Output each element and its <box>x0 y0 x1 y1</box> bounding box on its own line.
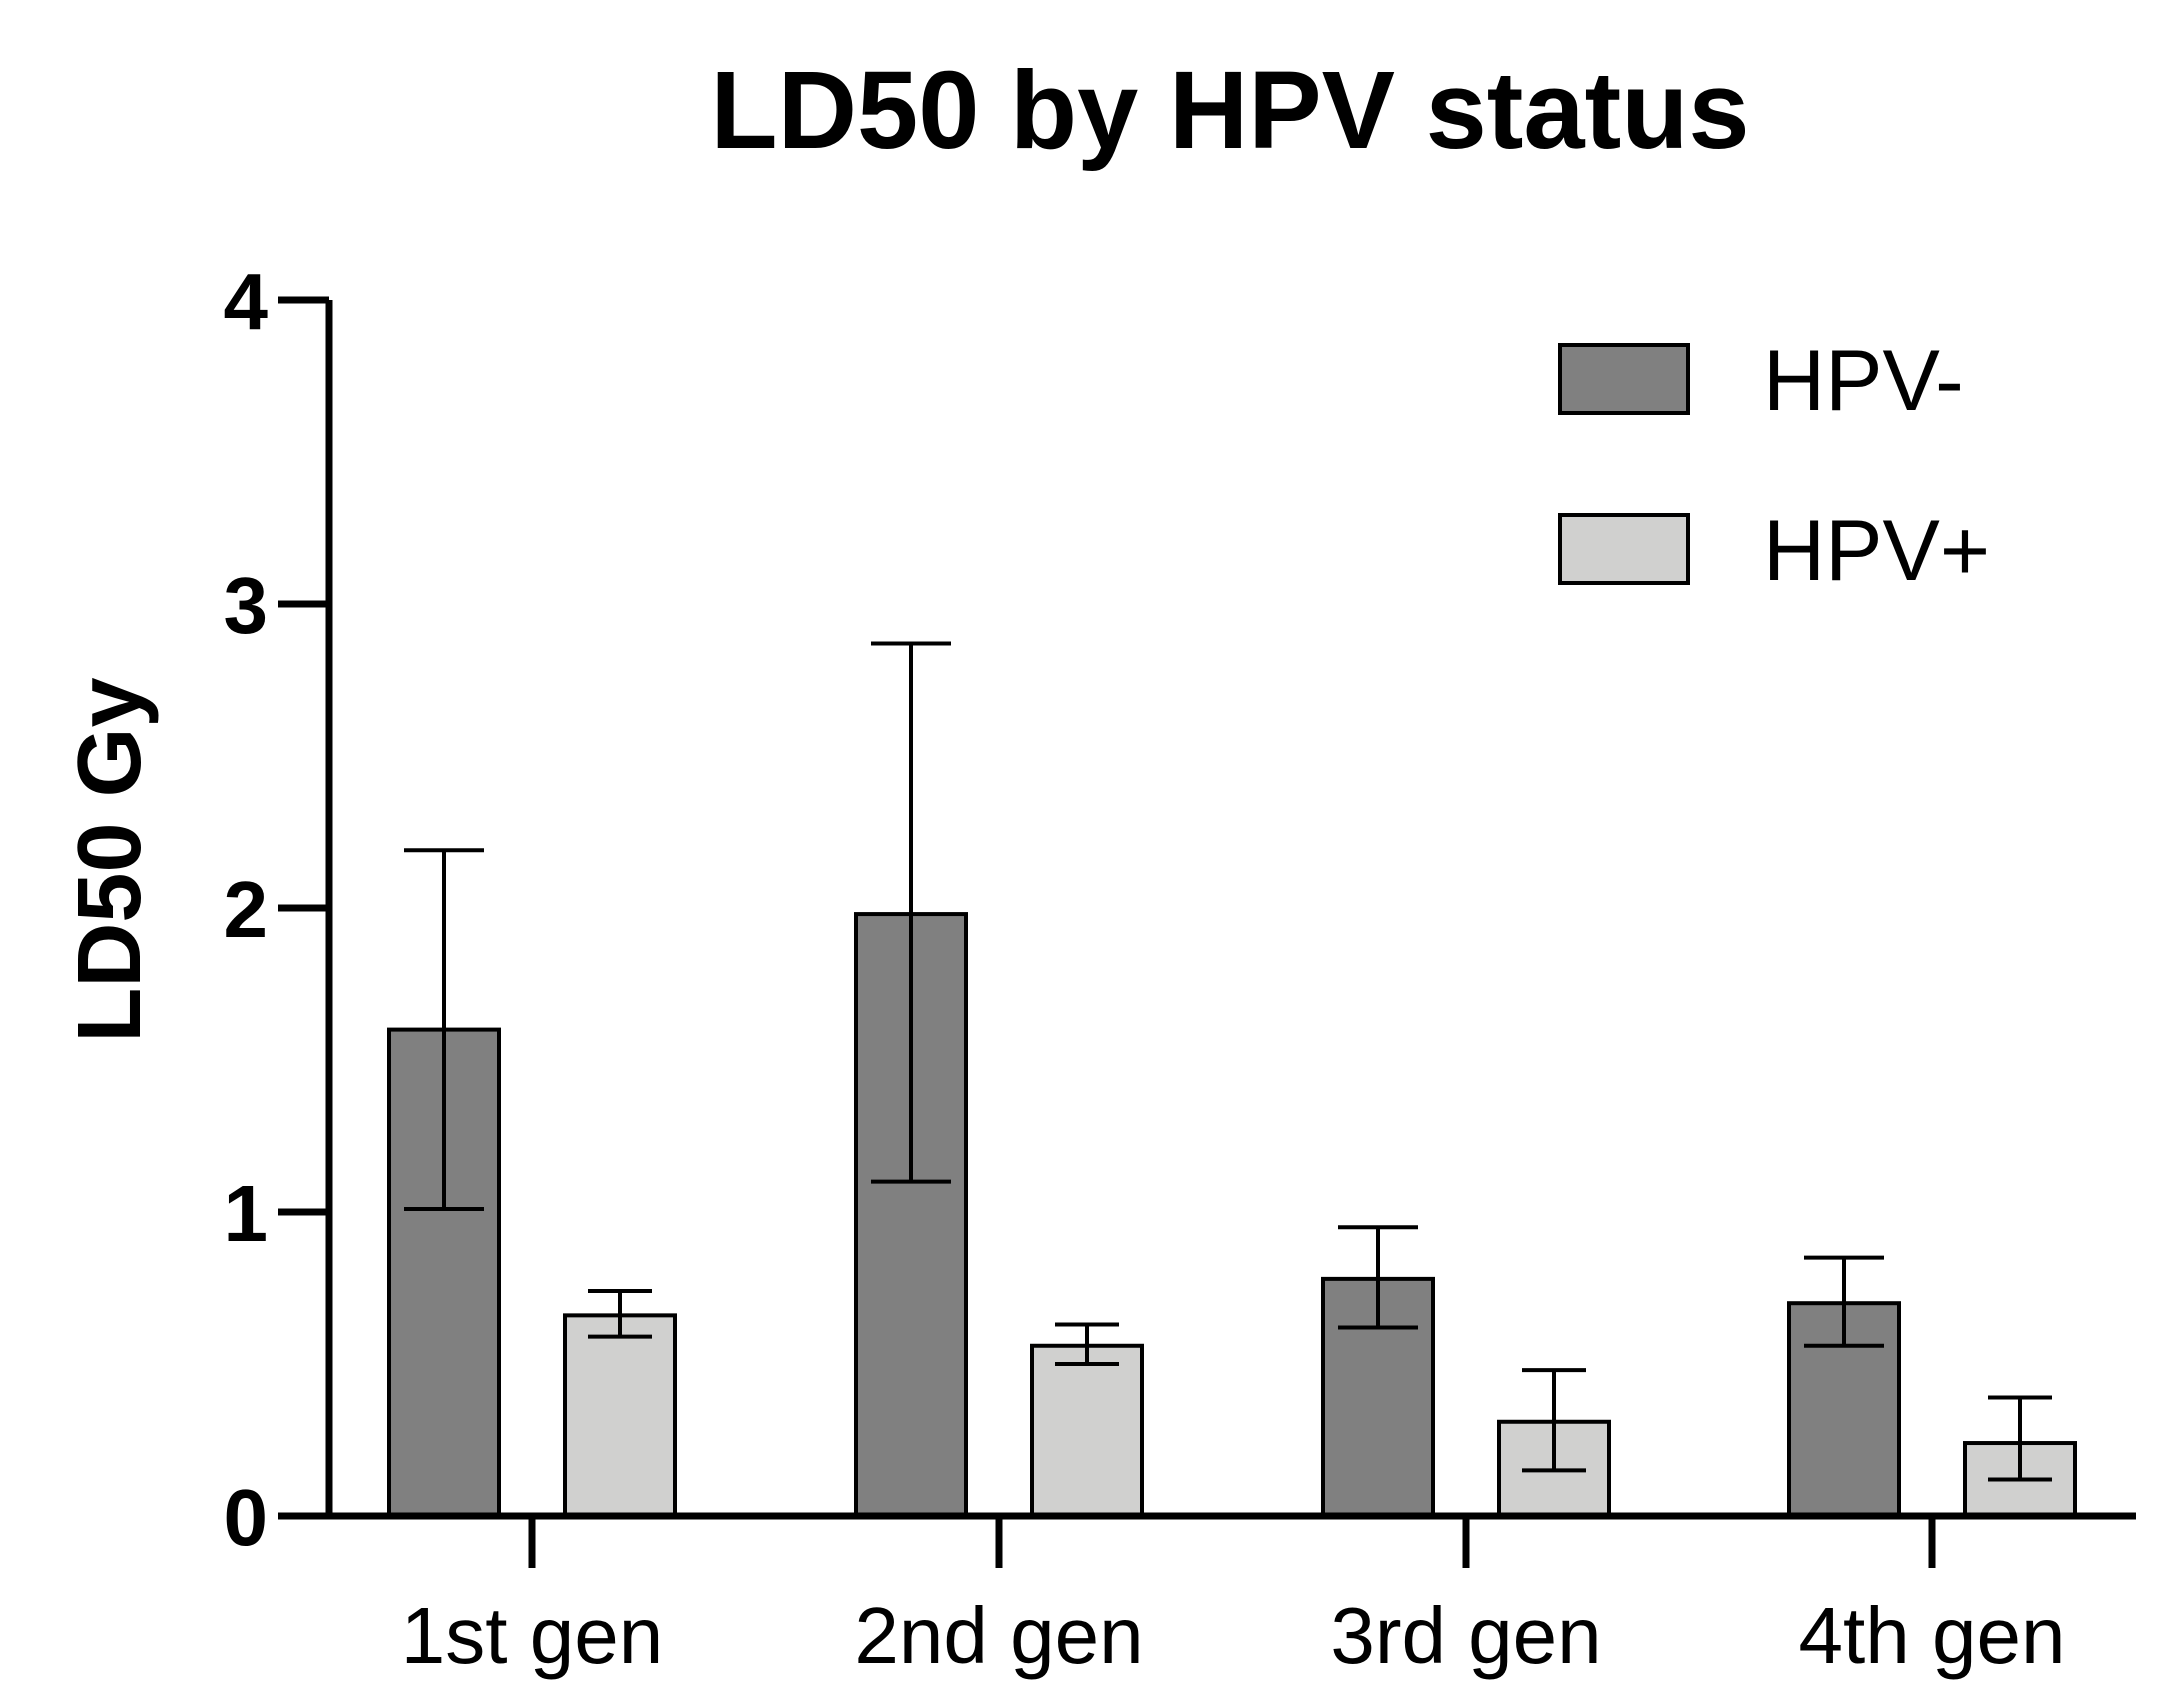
y-tick-label: 2 <box>224 865 269 954</box>
x-tick-label: 4th gen <box>1799 1591 2066 1680</box>
legend-swatch-hpv-neg <box>1558 343 1690 415</box>
y-tick-label: 0 <box>224 1473 269 1562</box>
bars <box>387 912 2077 1519</box>
legend-label-hpv-pos: HPV+ <box>1763 503 1990 599</box>
x-axis-ticks: 1st gen 2nd gen 3rd gen 4th gen <box>401 1516 2066 1680</box>
error-bars <box>404 641 2052 1482</box>
x-tick-label: 3rd gen <box>1330 1591 1601 1680</box>
legend: HPV- HPV+ <box>1558 333 1990 599</box>
x-tick-label: 1st gen <box>401 1591 663 1680</box>
bar-hpv-pos <box>1030 1343 1144 1519</box>
legend-swatch-hpv-pos <box>1558 513 1690 585</box>
y-tick-label: 4 <box>224 257 269 346</box>
bar-hpv-pos <box>563 1313 677 1518</box>
y-axis-ticks: 0 1 2 3 4 <box>224 257 329 1562</box>
x-tick-label: 2nd gen <box>854 1591 1143 1680</box>
y-tick-label: 3 <box>224 561 269 650</box>
legend-label-hpv-neg: HPV- <box>1763 333 1964 429</box>
y-tick-label: 1 <box>224 1169 269 1258</box>
y-axis-label: LD50 Gy <box>60 677 160 1042</box>
chart-title: LD50 by HPV status <box>710 49 1749 172</box>
